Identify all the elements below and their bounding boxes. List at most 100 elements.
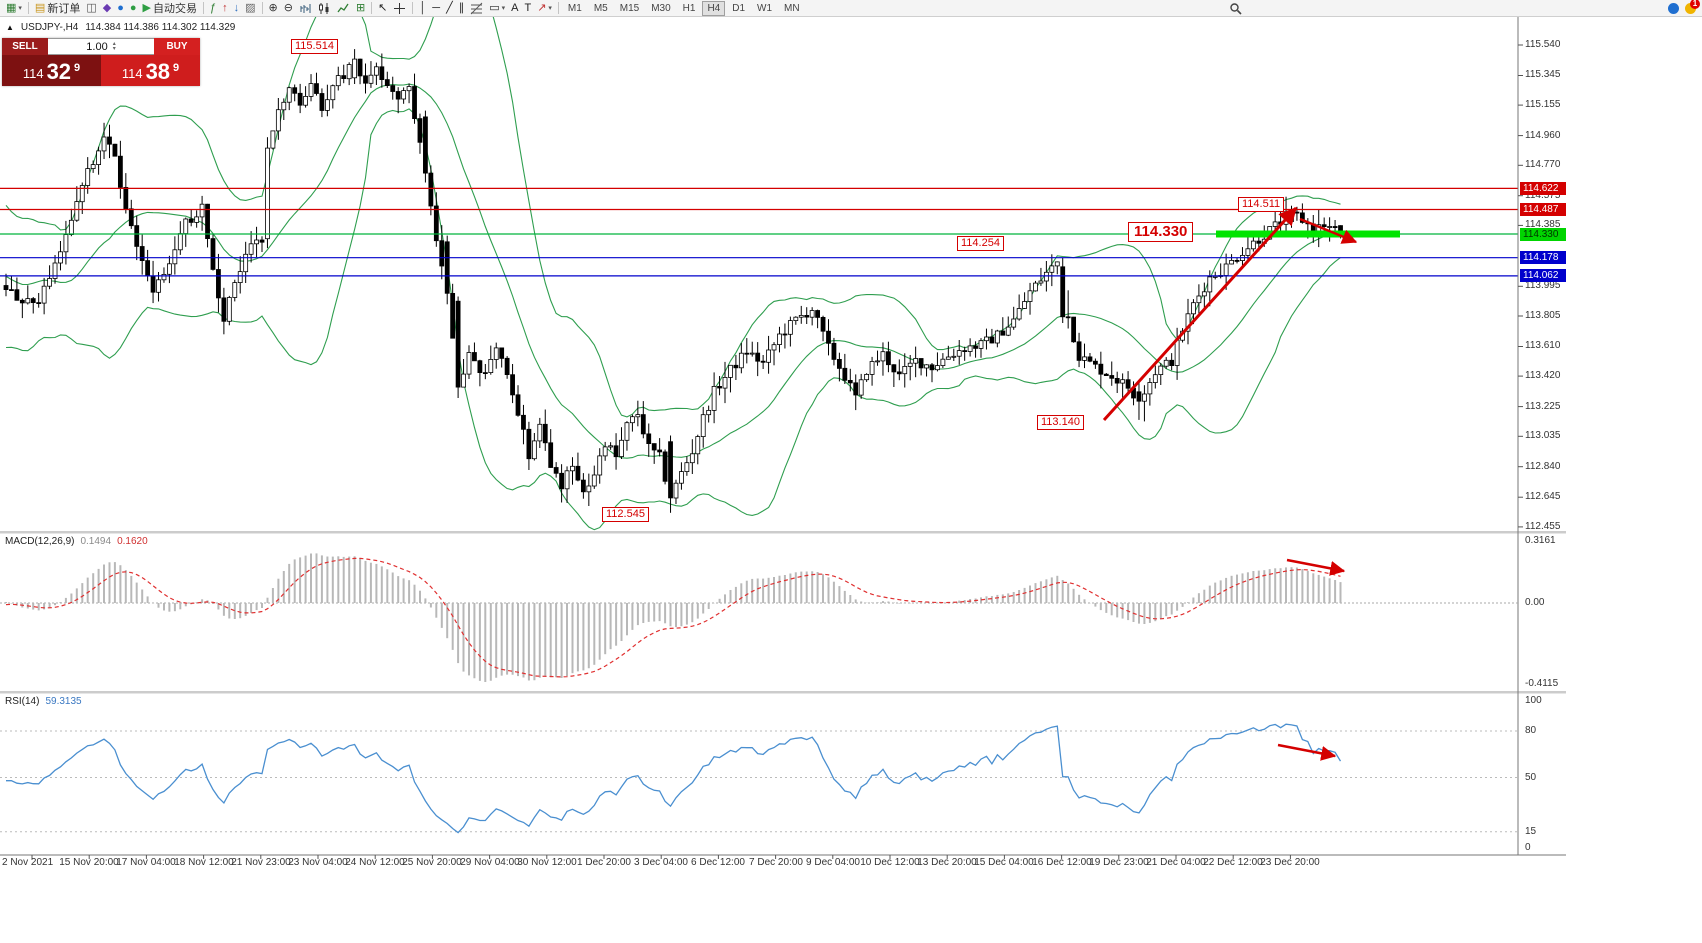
price-annotation[interactable]: 114.330 (1128, 222, 1194, 242)
fibonacci-icon[interactable] (467, 1, 486, 16)
time-axis-label[interactable]: 15 Dec 04:00 (974, 857, 1034, 868)
price-annotation[interactable]: 113.140 (1037, 415, 1084, 430)
time-axis-label[interactable]: 2 Nov 2021 (2, 857, 54, 868)
text-label-icon[interactable]: T (521, 1, 534, 16)
new-order-button[interactable]: ▤ 新订单 (34, 1, 81, 15)
time-axis-label[interactable]: 10 Dec 12:00 (860, 857, 920, 868)
toolbar: ▦ ▾ ▤ 新订单 ◫ ◆ ● ● ▶ 自动交易 ƒ ↑ ↓ ▨ ⊕ ⊖ ⊞ ↖ │ ─ ╱ ∥ ▭ ▾ A T ↗ ▾ M1 M5 M15… (0, 0, 1702, 17)
macd-name: MACD(12,26,9) (5, 536, 75, 547)
vertical-line-icon[interactable]: │ (416, 1, 429, 16)
buy-button[interactable]: BUY (154, 38, 200, 55)
trendline-icon[interactable]: ╱ (443, 1, 456, 16)
indicators-icon[interactable]: ƒ (207, 1, 219, 16)
equidistant-channel-icon[interactable]: ∥ (456, 1, 468, 16)
price-tag: 114.330 (1520, 228, 1566, 241)
price-annotation[interactable]: 112.545 (602, 507, 649, 522)
tile-windows-icon[interactable]: ⊞ (353, 1, 368, 16)
notifications-icon-glyph: 1 (1685, 0, 1700, 14)
time-axis-label[interactable]: 21 Dec 04:00 (1146, 857, 1206, 868)
time-axis-label[interactable]: 13 Dec 20:00 (917, 857, 977, 868)
timeframe-h4[interactable]: H4 (702, 0, 726, 16)
arrows-tool-icon[interactable]: ↗ ▾ (537, 1, 552, 14)
objects-arrow-down-icon[interactable]: ↓ (231, 1, 243, 16)
search-icon[interactable] (1226, 1, 1245, 16)
candlesticks (3, 49, 1343, 513)
toolbar-separator (27, 2, 29, 14)
time-axis-label[interactable]: 18 Nov 12:00 (174, 857, 234, 868)
time-axis-label[interactable]: 24 Nov 12:00 (345, 857, 405, 868)
macd-label: MACD(12,26,9) 0.1494 0.1620 (5, 536, 148, 547)
notifications-icon[interactable]: 1 (1682, 0, 1700, 16)
timeframe-h1[interactable]: H1 (682, 2, 696, 14)
time-axis-label[interactable]: 23 Nov 04:00 (288, 857, 348, 868)
timeframe-w1[interactable]: W1 (757, 2, 773, 14)
trend-arrows[interactable] (1102, 206, 1358, 761)
time-axis-label[interactable]: 1 Dec 20:00 (577, 857, 631, 868)
line-chart-icon[interactable] (334, 1, 353, 16)
timeframe-m30[interactable]: M30 (651, 2, 671, 14)
candlestick-chart-icon[interactable] (315, 1, 334, 16)
timeframe-m1[interactable]: M1 (567, 2, 582, 14)
time-axis-label[interactable]: 30 Nov 12:00 (517, 857, 577, 868)
price-annotation[interactable]: 114.511 (1238, 197, 1285, 212)
price-axis-label: 112.455 (1525, 521, 1561, 532)
time-axis-label[interactable]: 15 Nov 20:00 (59, 857, 119, 868)
bar-chart-icon[interactable] (296, 1, 315, 16)
volume-value: 1.00 (86, 40, 108, 53)
price-axis-label: 113.805 (1525, 310, 1561, 321)
shapes-icon[interactable]: ▭ ▾ (489, 1, 506, 14)
time-axis-label[interactable]: 16 Dec 12:00 (1032, 857, 1092, 868)
horizontal-level-lines[interactable] (0, 187, 1518, 277)
timeframe-d1[interactable]: D1 (732, 2, 746, 14)
autotrading-button[interactable]: ▶ 自动交易 (142, 1, 197, 15)
price-tag: 114.062 (1520, 269, 1566, 282)
rsi-axis-label: 80 (1525, 725, 1537, 736)
navigator-icon[interactable]: ● (127, 1, 140, 16)
new-chart-icon[interactable]: ▦ ▾ (6, 1, 22, 14)
volume-spinner[interactable]: ▴ ▾ (112, 40, 116, 52)
symbol-arrow-icon: ▲ (6, 23, 14, 32)
volume-input[interactable]: 1.00 ▴ ▾ (48, 38, 154, 55)
price-axis-label: 115.540 (1525, 39, 1561, 50)
toolbar-separator (202, 2, 204, 14)
data-window-icon[interactable]: ● (114, 1, 127, 16)
sell-button[interactable]: SELL (2, 38, 48, 55)
rsi-indicator (0, 723, 1518, 834)
time-axis-label[interactable]: 17 Nov 04:00 (116, 857, 176, 868)
zoom-out-icon[interactable]: ⊖ (281, 1, 296, 16)
time-axis-label[interactable]: 9 Dec 04:00 (806, 857, 860, 868)
objects-arrow-down-icon-glyph: ↓ (233, 1, 240, 14)
templates-icon[interactable]: ▨ (242, 1, 258, 16)
price-annotation[interactable]: 114.254 (957, 236, 1004, 251)
notification-badge: 1 (1690, 0, 1700, 9)
time-axis-label[interactable]: 7 Dec 20:00 (749, 857, 803, 868)
zoom-in-icon[interactable]: ⊕ (266, 1, 281, 16)
time-axis-label[interactable]: 21 Nov 23:00 (231, 857, 291, 868)
time-axis-label[interactable]: 29 Nov 04:00 (460, 857, 520, 868)
timeframe-m5[interactable]: M5 (593, 2, 608, 14)
time-axis-label[interactable]: 22 Dec 12:00 (1203, 857, 1263, 868)
ohlc-values: 114.384 114.386 114.302 114.329 (85, 22, 236, 33)
cursor-icon[interactable]: ↖ (375, 1, 390, 16)
time-axis-label[interactable]: 19 Dec 23:00 (1089, 857, 1149, 868)
chart-window-icon[interactable]: ◫ (83, 1, 99, 16)
time-axis-label[interactable]: 23 Dec 20:00 (1260, 857, 1320, 868)
time-axis-label[interactable]: 6 Dec 12:00 (691, 857, 745, 868)
text-icon[interactable]: A (508, 1, 521, 16)
price-annotation[interactable]: 115.514 (291, 39, 338, 54)
timeframe-m15[interactable]: M15 (619, 2, 640, 14)
crosshair-icon[interactable] (390, 1, 409, 16)
bollinger-bands (5, 0, 1341, 531)
horizontal-line-icon[interactable]: ─ (429, 1, 443, 16)
community-icon[interactable] (1665, 1, 1682, 16)
objects-arrow-up-icon[interactable]: ↑ (219, 1, 231, 16)
time-axis-label[interactable]: 25 Nov 20:00 (402, 857, 462, 868)
buy-price-button[interactable]: 114 38 9 (101, 55, 200, 86)
time-axis-label[interactable]: 3 Dec 04:00 (634, 857, 688, 868)
timeframe-mn[interactable]: MN (784, 2, 800, 14)
toolbar-separator (412, 2, 414, 14)
sell-price-button[interactable]: 114 32 9 (2, 55, 101, 86)
market-watch-icon[interactable]: ◆ (100, 1, 114, 16)
